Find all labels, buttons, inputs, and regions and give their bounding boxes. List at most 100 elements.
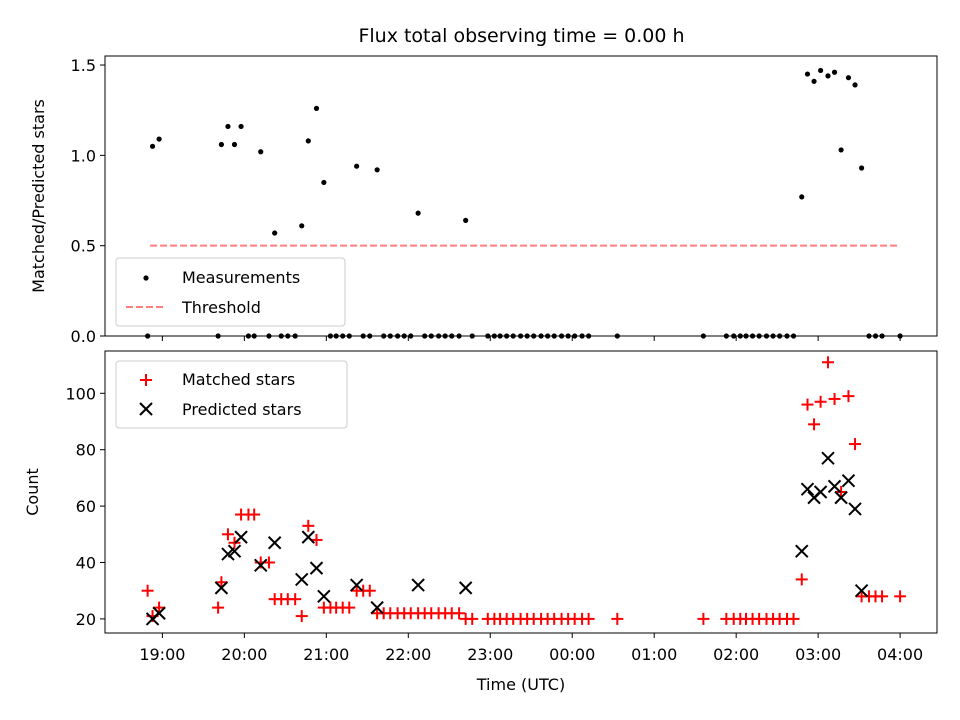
bottom-panel: 20 40 60 80 100 19:00 20:00 21:00 22:00 23:00 00:… <box>23 350 938 694</box>
matched-star-point <box>215 576 228 589</box>
matched-star-point <box>453 607 466 620</box>
matched-star-point <box>787 612 800 625</box>
measurement-point <box>845 75 852 81</box>
top-x-ticks <box>161 336 901 341</box>
bottom-x-tick-label: 22:00 <box>385 645 431 664</box>
measurement-point <box>811 78 817 84</box>
matched-star-point <box>466 612 479 625</box>
predicted-star-point <box>813 485 828 499</box>
predicted-star-point <box>349 578 364 592</box>
bottom-y-ticks: 20 40 60 80 100 <box>65 384 105 629</box>
predicted-star-point <box>848 502 862 516</box>
predicted-star-point <box>309 561 324 575</box>
predicted-star-point <box>234 530 248 544</box>
bottom-y-tick-label: 40 <box>76 554 96 573</box>
measurement-point <box>818 67 824 74</box>
bottom-x-tick-label: 23:00 <box>467 645 513 664</box>
matched-star-point <box>835 486 848 498</box>
bottom-x-tick-label: 03:00 <box>795 645 841 664</box>
matched-star-point <box>212 601 225 614</box>
predicted-star-point <box>458 581 473 595</box>
measurement-point <box>272 230 278 236</box>
measurement-point <box>415 210 421 216</box>
measurement-point <box>218 141 224 148</box>
measurement-point <box>321 179 327 186</box>
bottom-legend: Matched stars Predicted stars <box>115 360 348 429</box>
measurement-point <box>238 123 244 130</box>
matched-star-point <box>295 610 308 623</box>
matched-star-point <box>821 356 834 369</box>
matched-star-point <box>582 612 595 625</box>
predicted-star-point <box>370 600 384 615</box>
matched-star-point <box>894 590 907 603</box>
measurement-points <box>145 67 903 339</box>
matched-stars-points <box>141 356 907 625</box>
matched-star-point <box>801 398 814 411</box>
predicted-star-point <box>841 474 856 488</box>
bottom-y-tick-label: 80 <box>76 441 96 460</box>
matched-star-point <box>248 508 261 521</box>
measurement-point <box>299 223 305 229</box>
legend-measurements-label: Measurements <box>182 268 300 287</box>
predicted-stars-points <box>145 451 869 626</box>
matched-star-point <box>611 612 624 625</box>
predicted-star-point <box>152 606 166 620</box>
top-y-tick-label: 0.5 <box>71 237 96 256</box>
matched-star-point <box>814 395 827 408</box>
measurement-point <box>313 105 320 111</box>
bottom-plot-frame <box>104 350 938 634</box>
predicted-star-point <box>827 479 842 494</box>
bottom-y-tick-label: 60 <box>76 497 96 516</box>
measurement-point <box>374 167 380 173</box>
predicted-star-point <box>227 544 242 558</box>
predicted-star-point <box>295 572 309 587</box>
top-y-tick-label: 0.0 <box>71 327 96 346</box>
predicted-star-point <box>834 490 848 505</box>
legend-threshold-label: Threshold <box>181 298 261 317</box>
predicted-star-point <box>301 530 315 544</box>
top-y-ticks: 0.0 0.5 1.0 1.5 <box>71 56 105 346</box>
matched-star-point <box>302 519 315 532</box>
predicted-star-point <box>317 589 331 604</box>
top-legend: Measurements Threshold <box>115 257 346 327</box>
top-y-tick-label: 1.5 <box>71 56 96 75</box>
predicted-star-point <box>267 536 282 550</box>
matched-star-point <box>343 601 356 614</box>
matched-star-point <box>842 390 855 403</box>
top-y-axis-label: Matched/Predicted stars <box>29 99 48 293</box>
measurement-point <box>804 71 811 77</box>
measurement-point <box>149 143 156 149</box>
predicted-star-point <box>214 581 229 595</box>
top-plot-frame <box>104 55 938 337</box>
predicted-star-point <box>795 544 809 558</box>
predicted-star-point <box>411 578 425 592</box>
legend-matched-label: Matched stars <box>182 370 295 389</box>
top-legend-box <box>115 257 346 327</box>
bottom-x-tick-label: 01:00 <box>631 645 677 664</box>
measurement-point <box>858 165 865 171</box>
measurement-point <box>156 136 162 142</box>
top-panel: 0.0 0.5 1.0 1.5 Matched/Predicted stars Mea… <box>29 55 938 346</box>
bottom-legend-box <box>115 360 348 429</box>
legend-predicted-marker <box>139 402 153 416</box>
measurement-point <box>231 141 238 148</box>
measurement-point <box>831 69 838 75</box>
bottom-x-tick-label: 19:00 <box>139 645 185 664</box>
measurement-point <box>225 123 231 130</box>
legend-matched-marker <box>140 374 152 386</box>
bottom-x-tick-label: 20:00 <box>221 645 267 664</box>
matched-star-point <box>697 612 710 625</box>
matched-star-point <box>828 392 841 405</box>
predicted-star-point <box>800 482 815 496</box>
matched-star-point <box>849 438 862 451</box>
measurement-point <box>258 149 264 155</box>
bottom-x-tick-label: 04:00 <box>877 645 923 664</box>
matched-star-point <box>363 584 376 597</box>
matched-star-point <box>153 601 166 614</box>
measurement-point <box>463 217 469 223</box>
bottom-y-tick-label: 100 <box>65 384 96 403</box>
predicted-star-point <box>254 558 268 573</box>
matched-star-point <box>141 584 154 597</box>
matched-star-point <box>221 528 234 541</box>
